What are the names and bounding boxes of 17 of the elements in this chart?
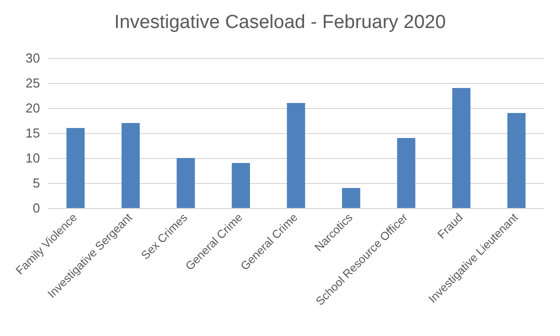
y-tick-label: 20 — [26, 100, 40, 116]
bar — [232, 163, 250, 208]
chart-title: Investigative Caseload - February 2020 — [114, 12, 446, 33]
bar — [176, 158, 195, 208]
y-tick-label: 10 — [26, 150, 40, 166]
y-tick-label: 25 — [26, 76, 40, 90]
bar — [397, 138, 416, 208]
bar — [286, 103, 306, 208]
bar — [452, 88, 470, 208]
bar — [507, 113, 526, 208]
y-tick-label: 30 — [26, 50, 40, 66]
y-tick-label: 0 — [32, 200, 40, 216]
bar — [122, 123, 140, 208]
bar — [342, 188, 360, 208]
y-tick-label: 15 — [26, 126, 40, 140]
y-tick-label: 5 — [32, 176, 40, 190]
bar — [66, 128, 85, 208]
